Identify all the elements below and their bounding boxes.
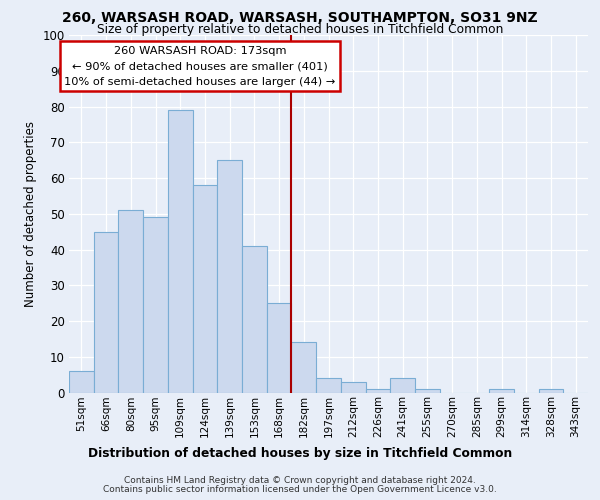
- Bar: [365, 389, 390, 392]
- Y-axis label: Number of detached properties: Number of detached properties: [24, 120, 37, 306]
- Text: 260 WARSASH ROAD: 173sqm
← 90% of detached houses are smaller (401)
10% of semi-: 260 WARSASH ROAD: 173sqm ← 90% of detach…: [64, 46, 335, 87]
- Text: Size of property relative to detached houses in Titchfield Common: Size of property relative to detached ho…: [97, 22, 503, 36]
- Bar: [267, 303, 292, 392]
- Text: 260, WARSASH ROAD, WARSASH, SOUTHAMPTON, SO31 9NZ: 260, WARSASH ROAD, WARSASH, SOUTHAMPTON,…: [62, 11, 538, 25]
- Text: Distribution of detached houses by size in Titchfield Common: Distribution of detached houses by size …: [88, 448, 512, 460]
- Bar: [242, 246, 267, 392]
- Text: Contains HM Land Registry data © Crown copyright and database right 2024.: Contains HM Land Registry data © Crown c…: [124, 476, 476, 485]
- Bar: [292, 342, 316, 392]
- Bar: [168, 110, 193, 393]
- Bar: [316, 378, 341, 392]
- Bar: [217, 160, 242, 392]
- Bar: [390, 378, 415, 392]
- Bar: [489, 389, 514, 392]
- Bar: [341, 382, 365, 392]
- Bar: [193, 185, 217, 392]
- Bar: [143, 218, 168, 392]
- Bar: [94, 232, 118, 392]
- Bar: [69, 371, 94, 392]
- Bar: [539, 389, 563, 392]
- Text: Contains public sector information licensed under the Open Government Licence v3: Contains public sector information licen…: [103, 485, 497, 494]
- Bar: [118, 210, 143, 392]
- Bar: [415, 389, 440, 392]
